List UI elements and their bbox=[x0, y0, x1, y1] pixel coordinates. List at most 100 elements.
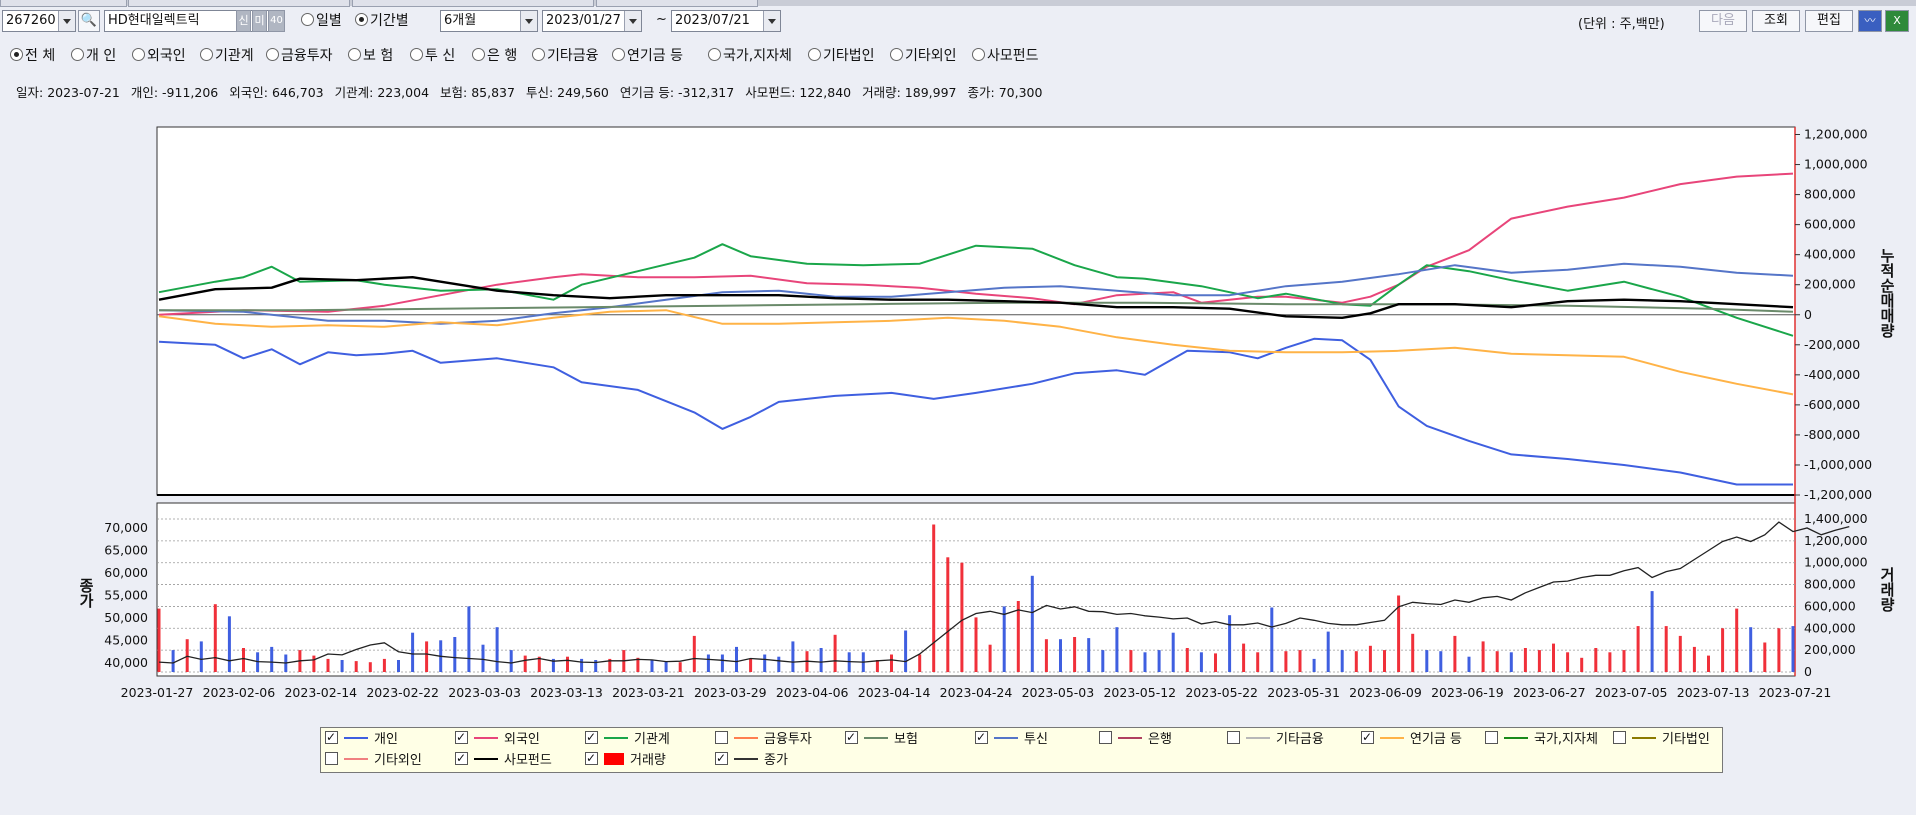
close-tick-label: 70,000 bbox=[104, 520, 148, 535]
legend-item[interactable]: 거래량 bbox=[585, 748, 666, 771]
period-select[interactable]: 6개월 bbox=[440, 10, 538, 32]
line-chart-icon[interactable]: 〰 bbox=[1858, 10, 1882, 32]
legend-item[interactable]: 연기금 등 bbox=[1361, 727, 1462, 750]
x-tick-label: 2023-02-06 bbox=[203, 685, 276, 700]
chevron-down-icon[interactable] bbox=[624, 11, 641, 31]
volume-bar bbox=[453, 637, 457, 672]
volume-axis-title: 거래량 bbox=[1878, 567, 1896, 613]
volume-bar bbox=[650, 660, 654, 672]
volume-bar bbox=[749, 658, 753, 672]
volume-bar bbox=[495, 627, 499, 672]
volume-bar bbox=[368, 662, 372, 672]
stock-code-input[interactable]: 267260 bbox=[2, 10, 76, 32]
legend-item[interactable]: 종가 bbox=[715, 748, 788, 771]
filter-government[interactable]: 국가,지자체 bbox=[708, 46, 792, 66]
x-tick-label: 2023-04-24 bbox=[940, 685, 1013, 700]
next-button[interactable]: 다음 bbox=[1699, 10, 1747, 32]
radio-period[interactable]: 기간별 bbox=[355, 11, 409, 31]
volume-bar bbox=[1312, 658, 1316, 672]
volume-bar bbox=[1777, 628, 1781, 672]
chevron-down-icon[interactable] bbox=[520, 11, 537, 31]
legend-item[interactable]: 투신 bbox=[975, 727, 1048, 750]
filter-bank[interactable]: 은 행 bbox=[472, 46, 517, 66]
close-price-line bbox=[158, 521, 1850, 664]
edit-button[interactable]: 편집 bbox=[1805, 10, 1853, 32]
x-tick-label: 2023-07-05 bbox=[1595, 685, 1668, 700]
radio-daily[interactable]: 일별 bbox=[301, 11, 342, 31]
legend-item[interactable]: 개인 bbox=[325, 727, 398, 750]
date-separator: ~ bbox=[656, 12, 667, 27]
volume-bar bbox=[678, 662, 682, 672]
filter-other-foreign[interactable]: 기타외인 bbox=[890, 46, 957, 66]
filter-institution[interactable]: 기관계 bbox=[200, 46, 254, 66]
mini-button-2[interactable]: 미 bbox=[252, 10, 267, 32]
tab-3[interactable] bbox=[352, 0, 594, 7]
volume-bar bbox=[1411, 633, 1415, 673]
volume-bar bbox=[974, 617, 978, 672]
volume-bar bbox=[312, 655, 316, 672]
legend-item[interactable]: 은행 bbox=[1099, 730, 1172, 750]
chevron-down-icon[interactable] bbox=[763, 11, 780, 31]
volume-bar bbox=[1228, 615, 1232, 672]
y-tick-label: 800,000 bbox=[1804, 187, 1856, 202]
volume-bar bbox=[425, 641, 429, 672]
x-tick-label: 2023-05-22 bbox=[1185, 685, 1258, 700]
legend-item[interactable]: 사모펀드 bbox=[455, 748, 552, 771]
filter-other-financial[interactable]: 기타금융 bbox=[532, 46, 599, 66]
filter-individual[interactable]: 개 인 bbox=[71, 46, 116, 66]
filter-private-fund[interactable]: 사모펀드 bbox=[972, 46, 1039, 66]
y-tick-label: 1,200,000 bbox=[1804, 127, 1868, 142]
volume-bar bbox=[946, 557, 950, 673]
x-tick-label: 2023-04-14 bbox=[858, 685, 931, 700]
date-from-input[interactable]: 2023/01/27 bbox=[542, 10, 642, 32]
tab-4[interactable] bbox=[596, 0, 758, 7]
excel-icon[interactable]: X bbox=[1885, 10, 1909, 32]
volume-bar bbox=[227, 616, 231, 672]
info-close: 종가: 70,300 bbox=[967, 85, 1043, 100]
legend-item[interactable]: 외국인 bbox=[455, 727, 540, 750]
filter-pension[interactable]: 연기금 등 bbox=[612, 46, 683, 66]
search-icon[interactable]: 🔍 bbox=[78, 10, 100, 32]
filter-all[interactable]: 전 체 bbox=[10, 46, 55, 66]
x-tick-label: 2023-03-29 bbox=[694, 685, 767, 700]
volume-bar bbox=[1059, 639, 1062, 672]
chevron-down-icon[interactable] bbox=[58, 11, 75, 31]
volume-bar bbox=[1354, 651, 1358, 672]
filter-investment-trust[interactable]: 투 신 bbox=[410, 46, 455, 66]
close-tick-label: 65,000 bbox=[104, 543, 148, 558]
filter-insurance[interactable]: 보 험 bbox=[348, 46, 393, 66]
legend-item[interactable]: 기타법인 bbox=[1613, 730, 1710, 750]
legend-item[interactable]: 보험 bbox=[845, 727, 918, 750]
volume-bar bbox=[1791, 626, 1795, 672]
info-insurance: 보험: 85,837 bbox=[440, 85, 515, 100]
legend-item[interactable]: 기타금융 bbox=[1227, 730, 1324, 750]
x-tick-label: 2023-03-21 bbox=[612, 685, 685, 700]
legend-item[interactable]: 기관계 bbox=[585, 727, 670, 750]
y-axis-title: 누적순매매량 bbox=[1878, 248, 1896, 339]
y-tick-label: 600,000 bbox=[1804, 217, 1856, 232]
volume-bar bbox=[1721, 628, 1725, 672]
volume-bar bbox=[1171, 632, 1175, 672]
volume-bar bbox=[1763, 642, 1767, 672]
x-tick-label: 2023-02-22 bbox=[366, 685, 439, 700]
info-readout: 일자: 2023-07-21 개인: -911,206 외국인: 646,703… bbox=[16, 82, 1049, 101]
series-line-기관계 bbox=[158, 243, 1794, 337]
volume-bar bbox=[1425, 650, 1429, 672]
legend-item[interactable]: 금융투자 bbox=[715, 730, 812, 750]
legend-item[interactable]: 기타외인 bbox=[325, 751, 422, 771]
filter-financial-investment[interactable]: 금융투자 bbox=[266, 46, 333, 66]
volume-bar bbox=[326, 658, 330, 672]
info-foreign: 외국인: 646,703 bbox=[229, 85, 324, 100]
tab-1[interactable] bbox=[0, 0, 127, 7]
filter-foreign[interactable]: 외국인 bbox=[132, 46, 186, 66]
filter-other-corporation[interactable]: 기타법인 bbox=[808, 46, 875, 66]
search-button[interactable]: 조회 bbox=[1752, 10, 1800, 32]
legend-item[interactable]: 국가,지자체 bbox=[1485, 730, 1598, 750]
volume-bar bbox=[1735, 608, 1739, 672]
volume-bar bbox=[1143, 652, 1147, 672]
date-to-input[interactable]: 2023/07/21 bbox=[671, 10, 781, 32]
tab-2[interactable] bbox=[128, 0, 350, 7]
mini-button-3[interactable]: 40 bbox=[268, 10, 285, 32]
mini-button-1[interactable]: 신 bbox=[236, 10, 251, 32]
